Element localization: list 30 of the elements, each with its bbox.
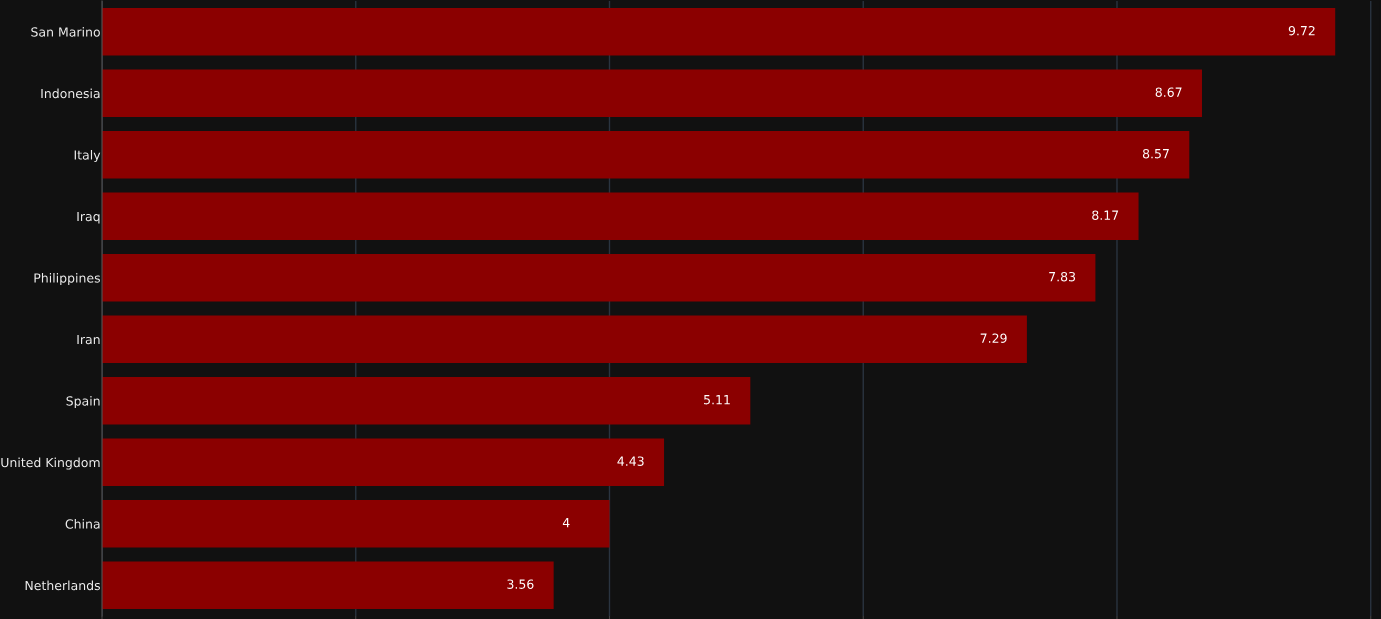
y-tick-label: Indonesia (41, 88, 100, 99)
data-label: 5.11 (704, 395, 730, 405)
bar (102, 500, 610, 548)
y-tick-label: Italy (74, 150, 101, 163)
bar (102, 438, 665, 486)
bar (102, 561, 554, 609)
y-tick-label: Spain (66, 396, 100, 409)
y-tick-label: Philippines (34, 273, 100, 286)
data-label: 9.72 (1288, 25, 1315, 36)
data-label: 3.56 (507, 579, 534, 589)
bar (102, 131, 1190, 179)
bar (102, 254, 1096, 302)
y-tick-label: Iraq (77, 211, 100, 224)
data-label: 4 (562, 518, 570, 528)
data-label: 7.83 (1049, 271, 1076, 282)
data-label: 4.43 (617, 456, 644, 466)
bar (102, 315, 1027, 363)
data-label: 8.17 (1092, 210, 1119, 220)
y-tick-label: Iran (77, 334, 100, 345)
y-tick-label: Netherlands (25, 580, 100, 591)
data-label: 8.57 (1142, 148, 1169, 159)
y-tick-label: San Marino (31, 27, 100, 37)
y-tick-label: United Kingdom (1, 457, 100, 470)
bar (102, 69, 1202, 117)
y-tick-label: China (65, 519, 100, 529)
bar (102, 8, 1336, 56)
bar (102, 377, 751, 425)
data-label: 8.67 (1155, 87, 1182, 97)
data-label: 7.29 (980, 333, 1007, 343)
bar (102, 192, 1139, 240)
